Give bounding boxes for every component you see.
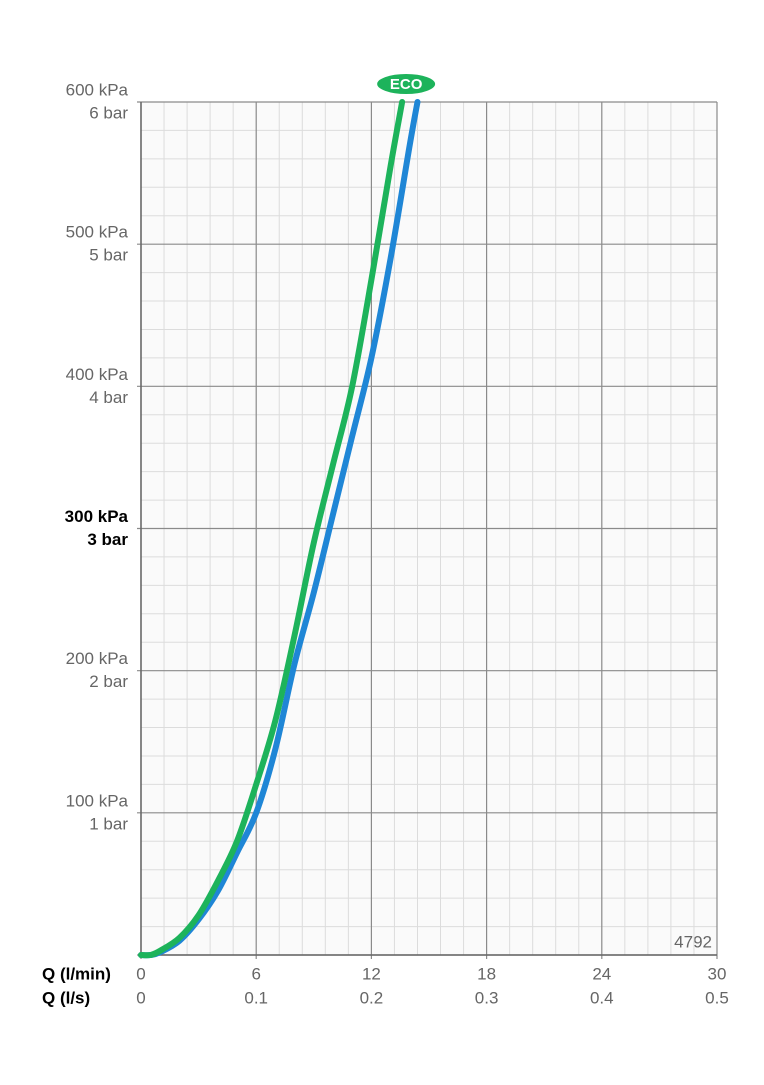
y-tick-label: 200 kPa [66,649,129,668]
y-tick-label: 400 kPa [66,365,129,384]
x-tick-label: 0 [136,964,145,983]
curve [138,99,406,959]
x2-tick-label: 0.1 [244,988,268,1007]
x2-tick-label: 0.3 [475,988,499,1007]
y2-tick-label: 2 bar [89,672,128,691]
x2-tick-label: 0.5 [705,988,729,1007]
y-tick-label: 600 kPa [66,80,129,99]
x-tick-label: 24 [592,964,611,983]
y2-tick-label: 1 bar [89,814,128,833]
y-tick-label: 100 kPa [66,791,129,810]
x-tick-label: 6 [251,964,260,983]
x2-tick-label: 0.2 [360,988,384,1007]
legend-label: ECO [390,76,423,93]
y2-tick-label: 5 bar [89,246,128,265]
legend-badge [375,72,438,96]
x-tick-label: 18 [477,964,496,983]
x-tick-label: 12 [362,964,381,983]
x2-tick-label: 0 [136,988,145,1007]
x2-tick-label: 0.4 [590,988,614,1007]
y2-tick-label: 4 bar [89,388,128,407]
y-tick-label: 300 kPa [65,507,129,526]
x-axis-title: Q (l/min) [42,964,111,983]
x2-axis-title: Q (l/s) [42,988,90,1007]
y2-tick-label: 6 bar [89,103,128,122]
y2-tick-label: 3 bar [87,530,128,549]
y-tick-label: 500 kPa [66,223,129,242]
x-tick-label: 30 [708,964,727,983]
annotation: 4792 [674,932,712,951]
